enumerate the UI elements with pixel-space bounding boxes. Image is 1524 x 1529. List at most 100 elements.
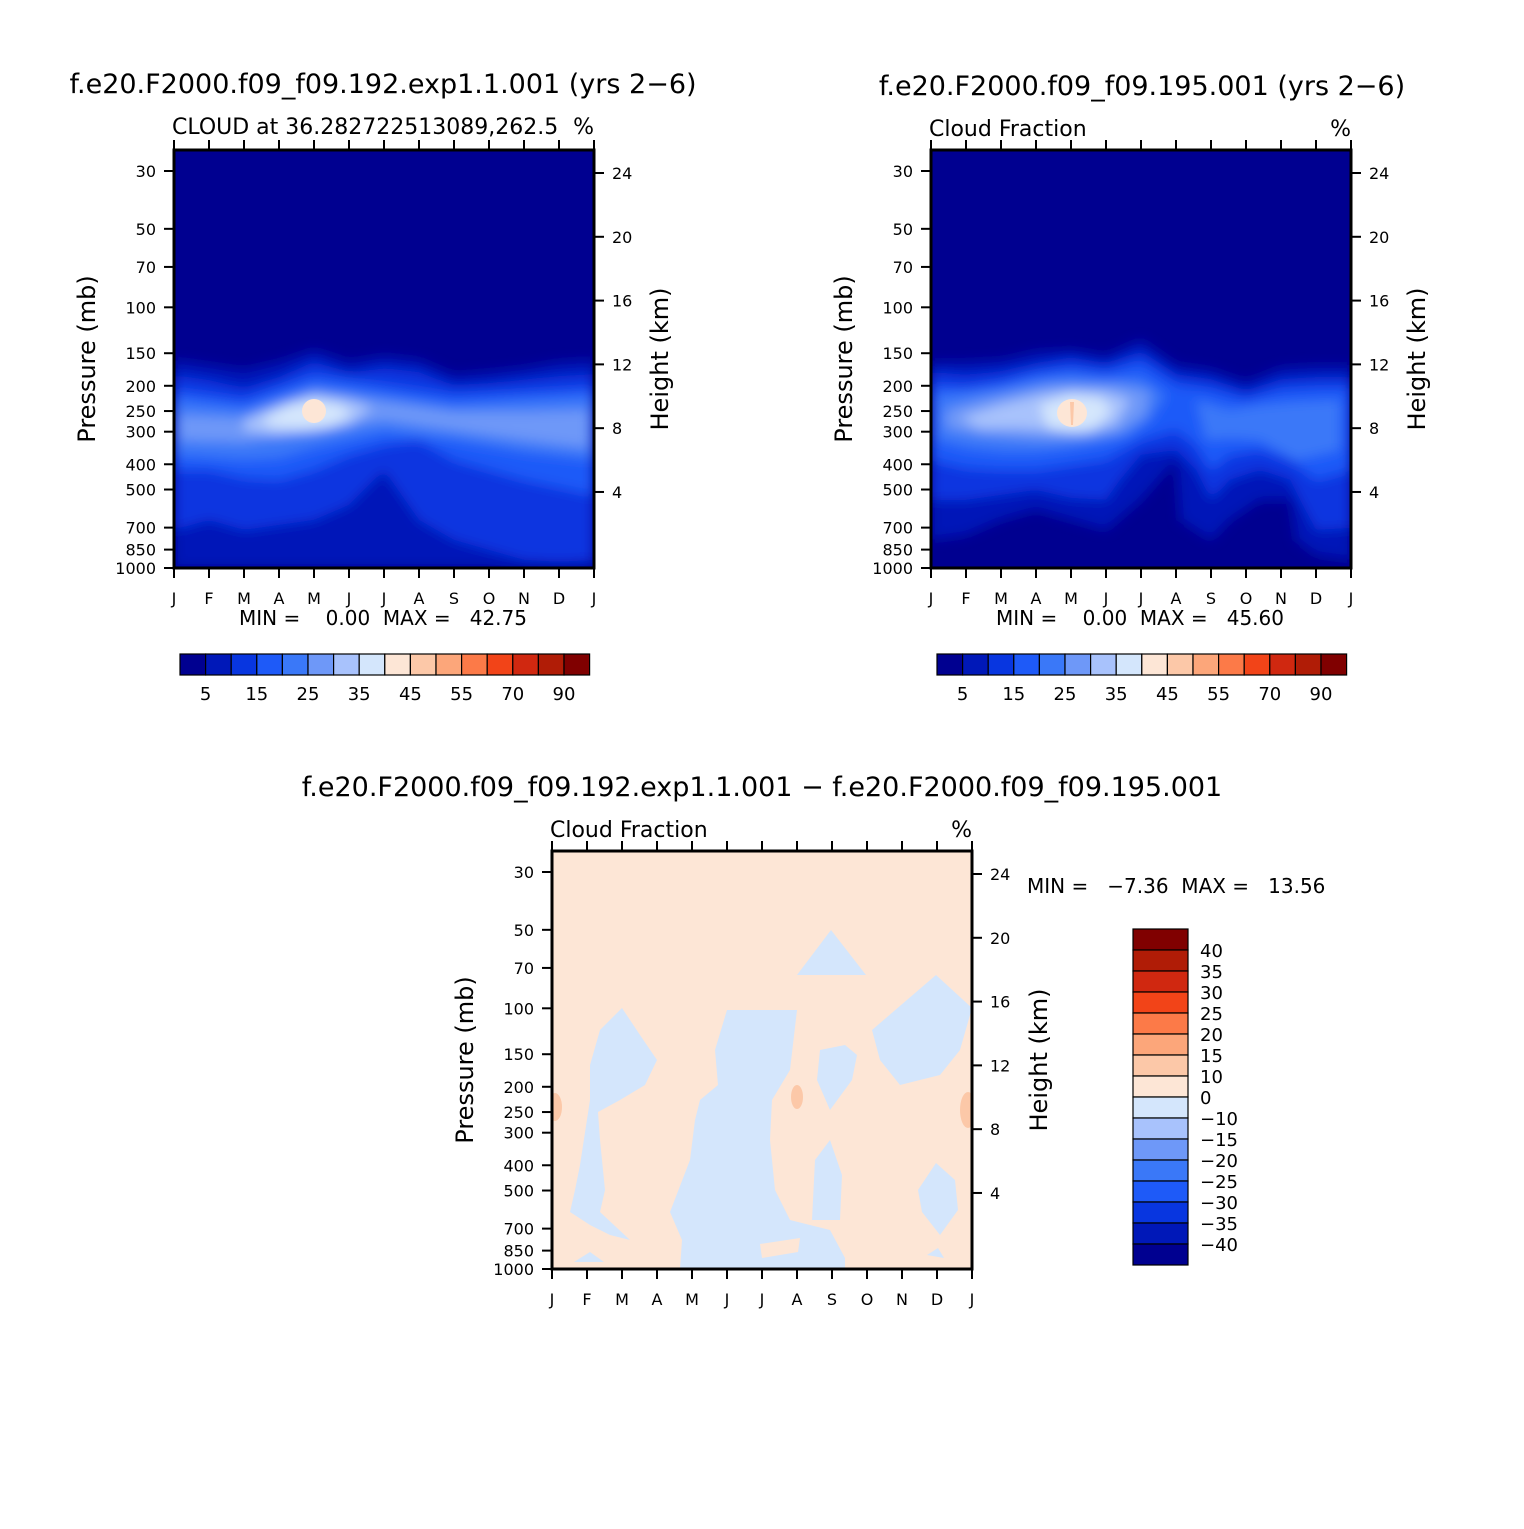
diff-positive-inset (760, 1238, 800, 1258)
month-label: F (961, 589, 970, 608)
panel-2-min-max: MIN = 0.00 MAX = 45.60 (996, 606, 1284, 630)
colorbar-cell (1064, 653, 1092, 676)
month-label: J (759, 1290, 765, 1309)
diff-negative-area-3 (817, 1045, 857, 1110)
colorbar-cell (1115, 653, 1143, 676)
colorbar-cell (1132, 1138, 1189, 1161)
diff-negative-area-2 (670, 1010, 845, 1269)
pressure-label: 500 (503, 1182, 534, 1201)
colorbar-cell (1269, 653, 1297, 676)
height-label: 4 (1369, 483, 1379, 502)
pressure-label: 30 (136, 162, 156, 181)
panel-2-ylabel-right: Height (km) (1403, 288, 1431, 431)
panel-2: f.e20.F2000.f09_f09.195.001 (yrs 2−6) Cl… (830, 71, 1431, 705)
colorbar-cell (1132, 1012, 1189, 1035)
colorbar-label: 25 (297, 684, 320, 705)
month-label: J (928, 589, 934, 608)
colorbar-cell (1132, 949, 1189, 972)
colorbar-label: −15 (1200, 1130, 1238, 1151)
month-label: J (346, 589, 352, 608)
colorbar-cell (230, 653, 258, 676)
pressure-label: 400 (882, 455, 913, 474)
colorbar-cell (512, 653, 539, 676)
pressure-label: 30 (514, 863, 534, 882)
diff-negative-area-9 (927, 1248, 944, 1258)
pressure-label: 70 (893, 258, 913, 277)
colorbar-cell (1089, 653, 1117, 676)
month-label: J (1138, 589, 1144, 608)
month-label: M (615, 1290, 629, 1309)
panel-1-units: % (573, 115, 594, 140)
month-label: A (1031, 589, 1042, 608)
colorbar-label: 25 (1200, 1004, 1223, 1025)
diff-negative-area-5 (797, 930, 866, 975)
colorbar-cell (537, 653, 565, 676)
pressure-label: 500 (125, 481, 156, 500)
height-label: 16 (990, 993, 1010, 1012)
month-label: J (1103, 589, 1109, 608)
month-label: J (724, 1290, 730, 1309)
month-label: A (414, 589, 425, 608)
colorbar-label: 25 (1054, 684, 1077, 705)
month-label: M (994, 589, 1008, 608)
panel-2-units: % (1330, 117, 1351, 142)
colorbar-label: 30 (1200, 983, 1223, 1004)
month-label: F (204, 589, 213, 608)
colorbar-cell (486, 653, 514, 676)
diff-field (552, 851, 972, 1269)
pressure-label: 150 (125, 344, 156, 363)
colorbar-label: −30 (1200, 1193, 1238, 1214)
height-label: 4 (612, 483, 622, 502)
month-label: M (237, 589, 251, 608)
colorbar-label: 35 (348, 684, 371, 705)
height-label: 12 (1369, 355, 1389, 374)
pressure-label: 70 (514, 959, 534, 978)
month-label: N (896, 1290, 908, 1309)
colorbar-label: 5 (200, 684, 211, 705)
panel-2-field (931, 150, 1351, 568)
diff-negative-area-6 (872, 975, 972, 1085)
pressure-label: 1000 (115, 559, 156, 578)
panel-diff: f.e20.F2000.f09_f09.192.exp1.1.001 − f.e… (302, 772, 1326, 1309)
colorbar-cell (1320, 653, 1348, 676)
pressure-label: 500 (882, 481, 913, 500)
colorbar-label: 20 (1200, 1025, 1223, 1046)
panel-1-min-max: MIN = 0.00 MAX = 42.75 (239, 606, 527, 630)
colorbar-cell (563, 653, 591, 676)
height-label: 20 (990, 929, 1010, 948)
height-label: 16 (612, 292, 632, 311)
colorbar-cell (1294, 653, 1322, 676)
colorbar-label: 55 (1207, 684, 1230, 705)
colorbar-cell (1217, 653, 1245, 676)
panel-1-colorbar: 5 15 25 35 45 55 70 90 (179, 653, 591, 705)
month-label: O (861, 1290, 874, 1309)
colorbar-cell (1132, 991, 1189, 1014)
colorbar-cell (1132, 1054, 1189, 1077)
month-label: S (827, 1290, 837, 1309)
diff-min-max: MIN = −7.36 MAX = 13.56 (1027, 874, 1325, 898)
diff-positive-spot-1 (791, 1085, 803, 1109)
colorbar-label: 10 (1200, 1067, 1223, 1088)
month-label: A (274, 589, 285, 608)
colorbar-cell (256, 653, 283, 676)
diff-negative-area-7 (918, 1163, 958, 1235)
panel-1-band-4 (174, 385, 594, 460)
height-label: 24 (990, 865, 1010, 884)
colorbar-cell (961, 653, 989, 676)
pressure-label: 250 (503, 1103, 534, 1122)
colorbar-cell (205, 653, 232, 676)
height-label: 8 (1369, 419, 1379, 438)
month-label: A (652, 1290, 663, 1309)
colorbar-label: 15 (245, 684, 268, 705)
colorbar-label: 70 (1258, 684, 1281, 705)
month-label: D (553, 589, 565, 608)
colorbar-label: 40 (1200, 941, 1223, 962)
pressure-label: 400 (503, 1156, 534, 1175)
pressure-label: 700 (882, 519, 913, 538)
panel-2-subtitle: Cloud Fraction (929, 117, 1087, 142)
colorbar-cell (1132, 1117, 1189, 1140)
pressure-label: 100 (882, 298, 913, 317)
pressure-label: 30 (893, 162, 913, 181)
